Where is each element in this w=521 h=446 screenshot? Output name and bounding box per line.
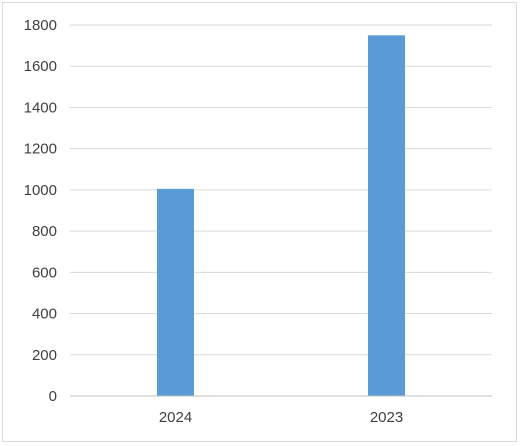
bar-2024 xyxy=(157,188,194,396)
bars xyxy=(157,35,405,397)
bar-2023 xyxy=(368,35,405,397)
y-tick-label: 600 xyxy=(32,264,57,281)
y-tick-label: 1000 xyxy=(24,182,57,199)
y-axis-tick-labels: 0 200 400 600 800 1000 1200 1400 1600 1800 xyxy=(24,17,57,405)
y-tick-label: 400 xyxy=(32,306,57,323)
y-tick-label: 1600 xyxy=(24,58,57,75)
x-axis-tick-labels: 2024 2023 xyxy=(159,409,403,426)
y-tick-label: 800 xyxy=(32,223,57,240)
x-tick-label: 2024 xyxy=(159,409,192,426)
y-tick-label: 1400 xyxy=(24,99,57,116)
y-tick-label: 1200 xyxy=(24,141,57,158)
chart-frame xyxy=(2,2,517,442)
y-tick-label: 200 xyxy=(32,347,57,364)
y-tick-label: 1800 xyxy=(24,17,57,34)
y-tick-label: 0 xyxy=(49,388,57,405)
x-tick-label: 2023 xyxy=(370,409,403,426)
gridlines xyxy=(70,24,492,356)
